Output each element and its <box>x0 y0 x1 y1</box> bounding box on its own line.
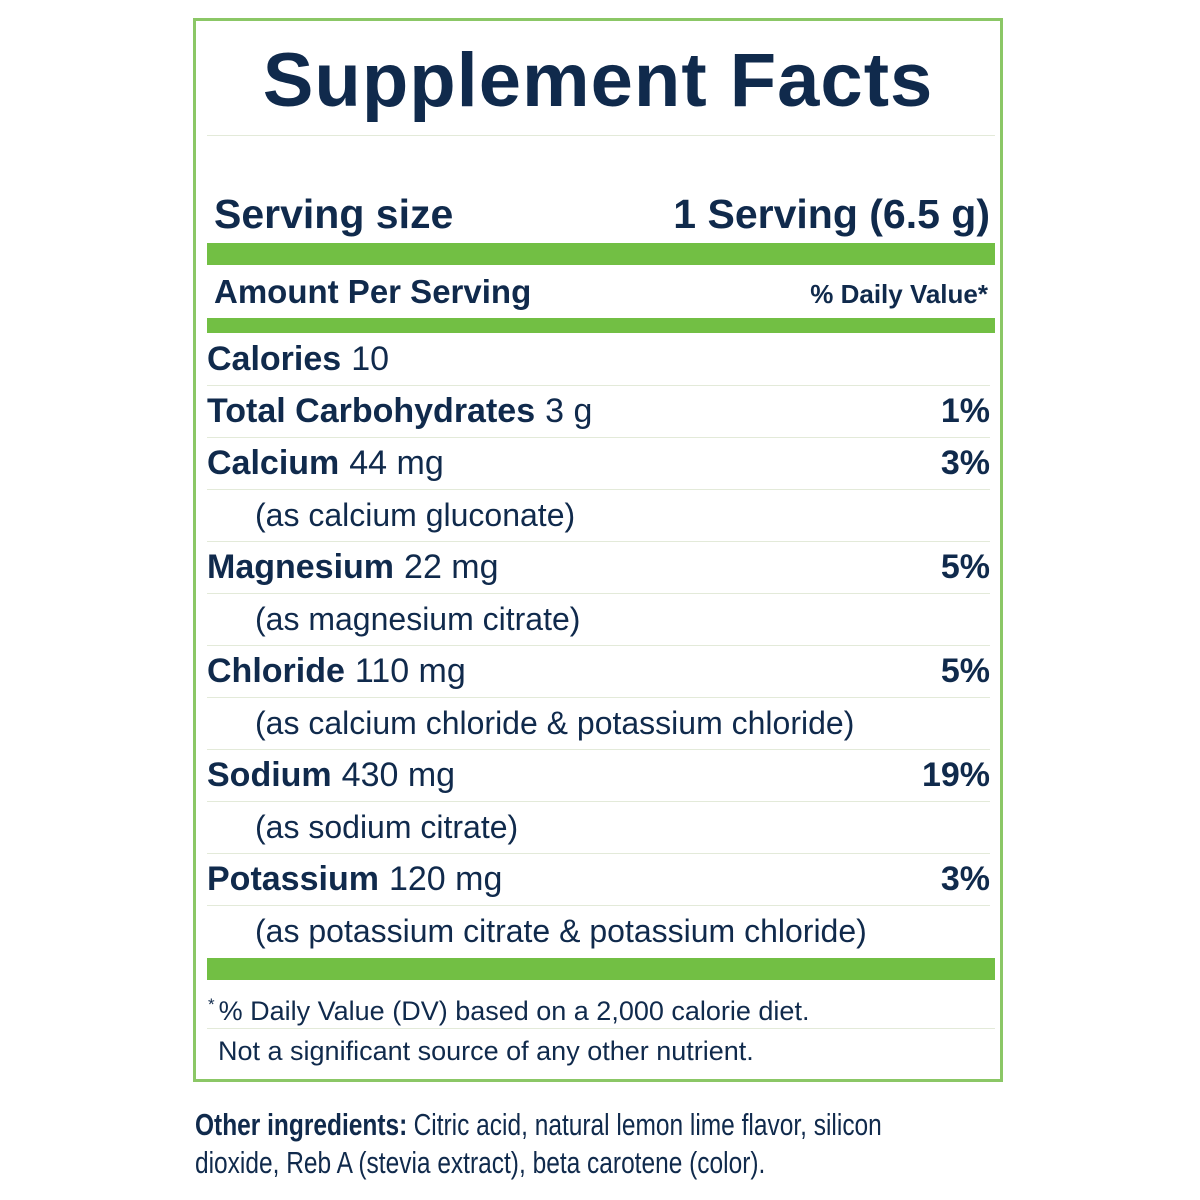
nutrient-name: Calcium <box>207 444 340 482</box>
nutrient-row: Potassium 120 mg 3% <box>207 854 990 906</box>
title: Supplement Facts <box>262 38 934 123</box>
nutrient-amount: 3 g <box>545 392 593 430</box>
nutrient-source-row: (as calcium gluconate) <box>207 490 990 542</box>
ingredients-text: Citric acid, natural lemon lime flavor, … <box>195 1107 882 1180</box>
nutrient-name: Sodium <box>207 756 332 794</box>
nutrient-amount: 120 mg <box>388 860 503 898</box>
nutrient-source-row: (as calcium chloride & potassium chlorid… <box>207 698 990 750</box>
footnote: Not a significant source of any other nu… <box>218 1036 754 1066</box>
nutrient-source: (as potassium citrate & potassium chlori… <box>255 913 867 949</box>
nutrient-name: Potassium <box>207 860 379 898</box>
nutrient-source: (as sodium citrate) <box>255 809 519 845</box>
nutrient-row: Magnesium 22 mg 5% <box>207 542 990 594</box>
nutrient-source-row: (as sodium citrate) <box>207 802 990 854</box>
ingredients-label: Other ingredients: <box>195 1107 408 1142</box>
serving-label: Serving size <box>214 191 454 237</box>
daily-value: 19% <box>921 756 990 794</box>
daily-value: 5% <box>940 652 990 690</box>
nutrient-name: Magnesium <box>207 548 395 586</box>
nutrient-amount: 22 mg <box>404 548 499 586</box>
nutrient-source: (as calcium chloride & potassium chlorid… <box>255 705 855 741</box>
nutrient-source-row: (as potassium citrate & potassium chlori… <box>207 906 990 957</box>
column-header: % Daily Value* <box>810 279 988 309</box>
nutrient-row: Calcium 44 mg 3% <box>207 438 990 490</box>
daily-value: 5% <box>940 548 990 586</box>
nutrient-amount: 430 mg <box>341 756 456 794</box>
facts-panel <box>193 18 1003 1082</box>
daily-value: 3% <box>940 444 990 482</box>
nutrient-name: Total Carbohydrates <box>207 392 536 430</box>
daily-value: 1% <box>940 392 990 430</box>
nutrient-source: (as magnesium citrate) <box>255 601 581 637</box>
nutrient-name: Chloride <box>207 652 345 690</box>
nutrient-amount: 44 mg <box>349 444 444 482</box>
nutrient-row: Chloride 110 mg 5% <box>207 646 990 698</box>
other-ingredients: Other ingredients: Citric acid, natural l… <box>195 1106 882 1182</box>
serving-value: 1 Serving (6.5 g) <box>673 191 990 237</box>
nutrient-row: Calories 10 <box>207 334 990 386</box>
divider-bar <box>207 958 995 980</box>
divider-bar <box>207 243 995 265</box>
divider-bar <box>207 318 995 333</box>
column-header: Amount Per Serving <box>214 273 532 310</box>
nutrient-amount: 110 mg <box>354 652 466 690</box>
nutrient-source: (as calcium gluconate) <box>255 497 576 533</box>
nutrient-amount: 10 <box>351 340 390 378</box>
nutrient-row: Total Carbohydrates 3 g 1% <box>207 386 990 438</box>
footnote-text: % Daily Value (DV) based on a 2,000 calo… <box>218 996 810 1026</box>
daily-value: 3% <box>940 860 990 898</box>
divider <box>207 135 995 136</box>
divider <box>207 1028 995 1029</box>
footnote-mark: * <box>208 995 215 1014</box>
nutrient-source-row: (as magnesium citrate) <box>207 594 990 646</box>
nutrient-name: Calories <box>207 340 342 378</box>
nutrient-row: Sodium 430 mg 19% <box>207 750 990 802</box>
nutrient-list: Calories 10 Total Carbohydrates 3 g 1% Calciu… <box>207 334 990 957</box>
footnote: *% Daily Value (DV) based on a 2,000 cal… <box>208 988 809 1028</box>
